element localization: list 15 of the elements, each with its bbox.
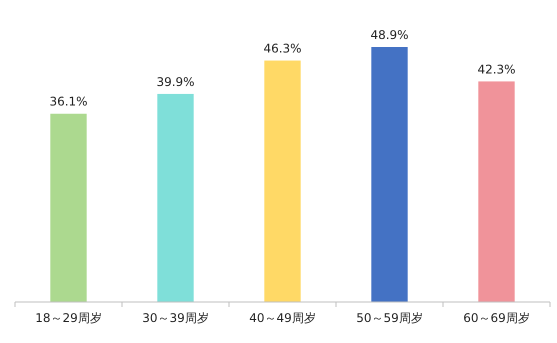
bar [371,47,408,302]
x-tick-label: 50～59周岁 [356,311,423,325]
bar [264,60,301,302]
x-tick-label: 18～29周岁 [35,311,102,325]
data-label: 36.1% [49,94,88,109]
bar [157,94,194,302]
x-tick-label: 40～49周岁 [249,311,316,325]
data-label: 46.3% [263,42,302,56]
bar [478,81,515,302]
x-tick-label: 60～69周岁 [463,311,530,325]
data-label: 48.9% [370,28,409,42]
x-tick-label: 30～39周岁 [142,311,209,325]
data-label: 39.9% [156,74,195,89]
data-label: 42.3% [477,62,516,76]
bar [50,114,87,302]
